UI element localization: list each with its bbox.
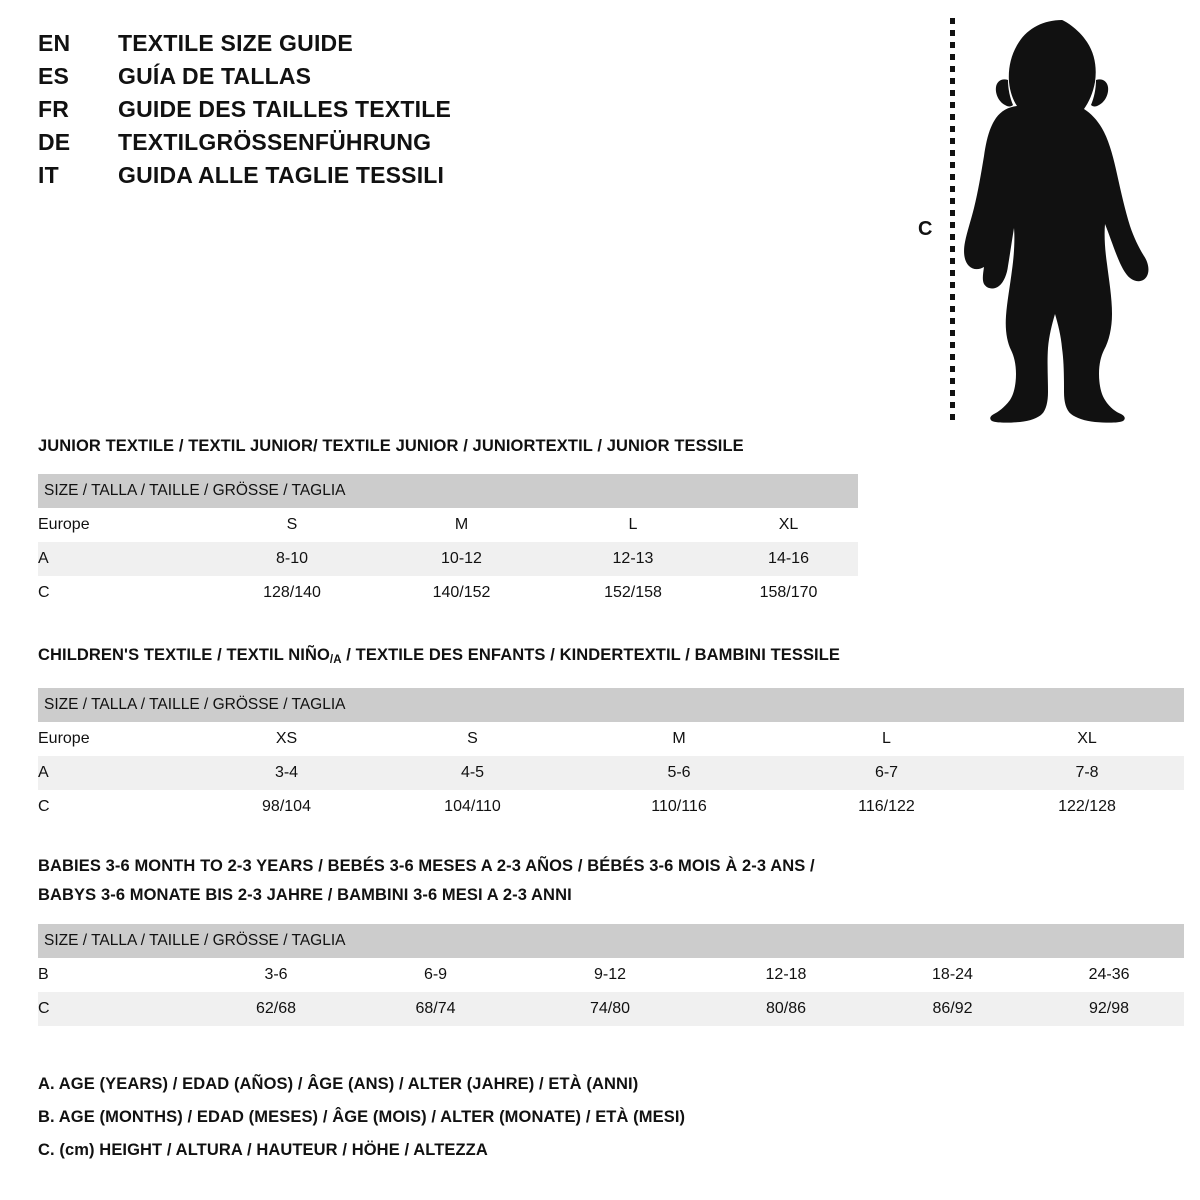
babies-cell-b-0: 3-6 — [200, 958, 352, 992]
junior-table-band-row: SIZE / TALLA / TAILLE / GRÖSSE / TAGLIA — [38, 474, 859, 508]
babies-section-title-line1: BABIES 3-6 MONTH TO 2-3 YEARS / BEBÉS 3-… — [38, 857, 815, 875]
junior-cell-c-2: 152/158 — [547, 576, 719, 610]
children-cell-europe-2: M — [575, 722, 783, 756]
children-table-band-label: SIZE / TALLA / TAILLE / GRÖSSE / TAGLIA — [38, 688, 1185, 722]
junior-table-band-label: SIZE / TALLA / TAILLE / GRÖSSE / TAGLIA — [38, 474, 859, 508]
junior-cell-europe-1: M — [376, 508, 547, 542]
junior-cell-a-2: 12-13 — [547, 542, 719, 576]
language-row-es: ES GUÍA DE TALLAS — [38, 63, 598, 96]
language-title-de: TEXTILGRÖSSENFÜHRUNG — [118, 129, 432, 155]
children-table-band-row: SIZE / TALLA / TAILLE / GRÖSSE / TAGLIA — [38, 688, 1185, 722]
language-code-de: DE — [38, 129, 71, 155]
babies-cell-b-1: 6-9 — [352, 958, 519, 992]
height-measure-label: C — [918, 218, 933, 240]
babies-cell-c-1: 68/74 — [352, 992, 519, 1026]
junior-cell-europe-0: S — [208, 508, 376, 542]
children-cell-c-0: 98/104 — [203, 790, 370, 824]
children-cell-a-4: 7-8 — [990, 756, 1185, 790]
babies-row-label-b: B — [38, 958, 200, 992]
table-row: C 98/104 104/110 110/116 116/122 122/128 — [38, 790, 1185, 824]
junior-cell-europe-3: XL — [719, 508, 859, 542]
table-row: Europe S M L XL — [38, 508, 859, 542]
children-cell-europe-0: XS — [203, 722, 370, 756]
table-row: B 3-6 6-9 9-12 12-18 18-24 24-36 — [38, 958, 1185, 992]
babies-size-table: SIZE / TALLA / TAILLE / GRÖSSE / TAGLIA … — [38, 924, 1185, 1026]
language-code-fr: FR — [38, 96, 70, 122]
language-row-en: EN TEXTILE SIZE GUIDE — [38, 30, 598, 63]
table-row: A 8-10 10-12 12-13 14-16 — [38, 542, 859, 576]
measurement-legend: A. AGE (YEARS) / EDAD (AÑOS) / ÂGE (ANS)… — [38, 1068, 938, 1167]
language-title-en: TEXTILE SIZE GUIDE — [118, 30, 353, 56]
toddler-silhouette-icon — [964, 20, 1149, 423]
babies-cell-c-2: 74/80 — [519, 992, 701, 1026]
junior-size-table: SIZE / TALLA / TAILLE / GRÖSSE / TAGLIA … — [38, 474, 859, 610]
junior-cell-a-1: 10-12 — [376, 542, 547, 576]
children-section-title: CHILDREN'S TEXTILE / TEXTIL NIÑO/A / TEX… — [38, 641, 1184, 675]
babies-cell-c-5: 92/98 — [1034, 992, 1185, 1026]
junior-row-label-c: C — [38, 576, 208, 610]
babies-table-band-row: SIZE / TALLA / TAILLE / GRÖSSE / TAGLIA — [38, 924, 1185, 958]
children-cell-europe-3: L — [783, 722, 990, 756]
children-size-table: SIZE / TALLA / TAILLE / GRÖSSE / TAGLIA … — [38, 688, 1185, 824]
children-cell-a-1: 4-5 — [370, 756, 575, 790]
junior-cell-a-0: 8-10 — [208, 542, 376, 576]
table-row: Europe XS S M L XL — [38, 722, 1185, 756]
legend-line-c: C. (cm) HEIGHT / ALTURA / HAUTEUR / HÖHE… — [38, 1141, 488, 1159]
children-cell-a-3: 6-7 — [783, 756, 990, 790]
babies-cell-b-5: 24-36 — [1034, 958, 1185, 992]
junior-cell-c-1: 140/152 — [376, 576, 547, 610]
children-cell-europe-4: XL — [990, 722, 1185, 756]
babies-cell-b-4: 18-24 — [871, 958, 1034, 992]
children-row-label-c: C — [38, 790, 203, 824]
children-cell-a-0: 3-4 — [203, 756, 370, 790]
table-row: C 128/140 140/152 152/158 158/170 — [38, 576, 859, 610]
babies-section-title-line2: BABYS 3-6 MONATE BIS 2-3 JAHRE / BAMBINI… — [38, 886, 572, 904]
children-cell-c-1: 104/110 — [370, 790, 575, 824]
babies-cell-c-0: 62/68 — [200, 992, 352, 1026]
junior-row-label-europe: Europe — [38, 508, 208, 542]
babies-cell-b-2: 9-12 — [519, 958, 701, 992]
children-cell-c-4: 122/128 — [990, 790, 1185, 824]
language-row-it: IT GUIDA ALLE TAGLIE TESSILI — [38, 162, 598, 195]
height-dotted-line — [950, 18, 955, 422]
language-row-de: DE TEXTILGRÖSSENFÜHRUNG — [38, 129, 598, 162]
language-row-fr: FR GUIDE DES TAILLES TEXTILE — [38, 96, 598, 129]
babies-row-label-c: C — [38, 992, 200, 1026]
children-title-prefix: CHILDREN'S TEXTILE / TEXTIL NIÑO — [38, 646, 330, 664]
language-code-es: ES — [38, 63, 70, 89]
language-title-it: GUIDA ALLE TAGLIE TESSILI — [118, 162, 445, 188]
junior-textile-section: JUNIOR TEXTILE / TEXTIL JUNIOR/ TEXTILE … — [38, 432, 859, 610]
children-cell-c-3: 116/122 — [783, 790, 990, 824]
height-measure-figure: C — [900, 10, 1180, 430]
children-title-sub: /A — [329, 654, 342, 666]
children-cell-europe-1: S — [370, 722, 575, 756]
babies-cell-c-4: 86/92 — [871, 992, 1034, 1026]
legend-line-a: A. AGE (YEARS) / EDAD (AÑOS) / ÂGE (ANS)… — [38, 1075, 639, 1093]
children-row-label-europe: Europe — [38, 722, 203, 756]
junior-cell-europe-2: L — [547, 508, 719, 542]
children-row-label-a: A — [38, 756, 203, 790]
children-textile-section: CHILDREN'S TEXTILE / TEXTIL NIÑO/A / TEX… — [38, 641, 1185, 824]
junior-cell-a-3: 14-16 — [719, 542, 859, 576]
children-cell-c-2: 110/116 — [575, 790, 783, 824]
junior-section-title: JUNIOR TEXTILE / TEXTIL JUNIOR/ TEXTILE … — [38, 437, 744, 455]
language-title-block: EN TEXTILE SIZE GUIDE ES GUÍA DE TALLAS … — [38, 30, 598, 195]
babies-cell-c-3: 80/86 — [701, 992, 871, 1026]
babies-textile-section: BABIES 3-6 MONTH TO 2-3 YEARS / BEBÉS 3-… — [38, 852, 1185, 1026]
table-row: C 62/68 68/74 74/80 80/86 86/92 92/98 — [38, 992, 1185, 1026]
language-code-it: IT — [38, 162, 59, 188]
babies-cell-b-3: 12-18 — [701, 958, 871, 992]
junior-cell-c-3: 158/170 — [719, 576, 859, 610]
children-title-suffix: / TEXTILE DES ENFANTS / KINDERTEXTIL / B… — [341, 646, 841, 664]
legend-line-b: B. AGE (MONTHS) / EDAD (MESES) / ÂGE (MO… — [38, 1108, 686, 1126]
language-title-es: GUÍA DE TALLAS — [118, 63, 312, 89]
language-title-fr: GUIDE DES TAILLES TEXTILE — [118, 96, 451, 122]
babies-table-band-label: SIZE / TALLA / TAILLE / GRÖSSE / TAGLIA — [38, 924, 1185, 958]
junior-row-label-a: A — [38, 542, 208, 576]
language-code-en: EN — [38, 30, 71, 56]
children-cell-a-2: 5-6 — [575, 756, 783, 790]
junior-cell-c-0: 128/140 — [208, 576, 376, 610]
table-row: A 3-4 4-5 5-6 6-7 7-8 — [38, 756, 1185, 790]
